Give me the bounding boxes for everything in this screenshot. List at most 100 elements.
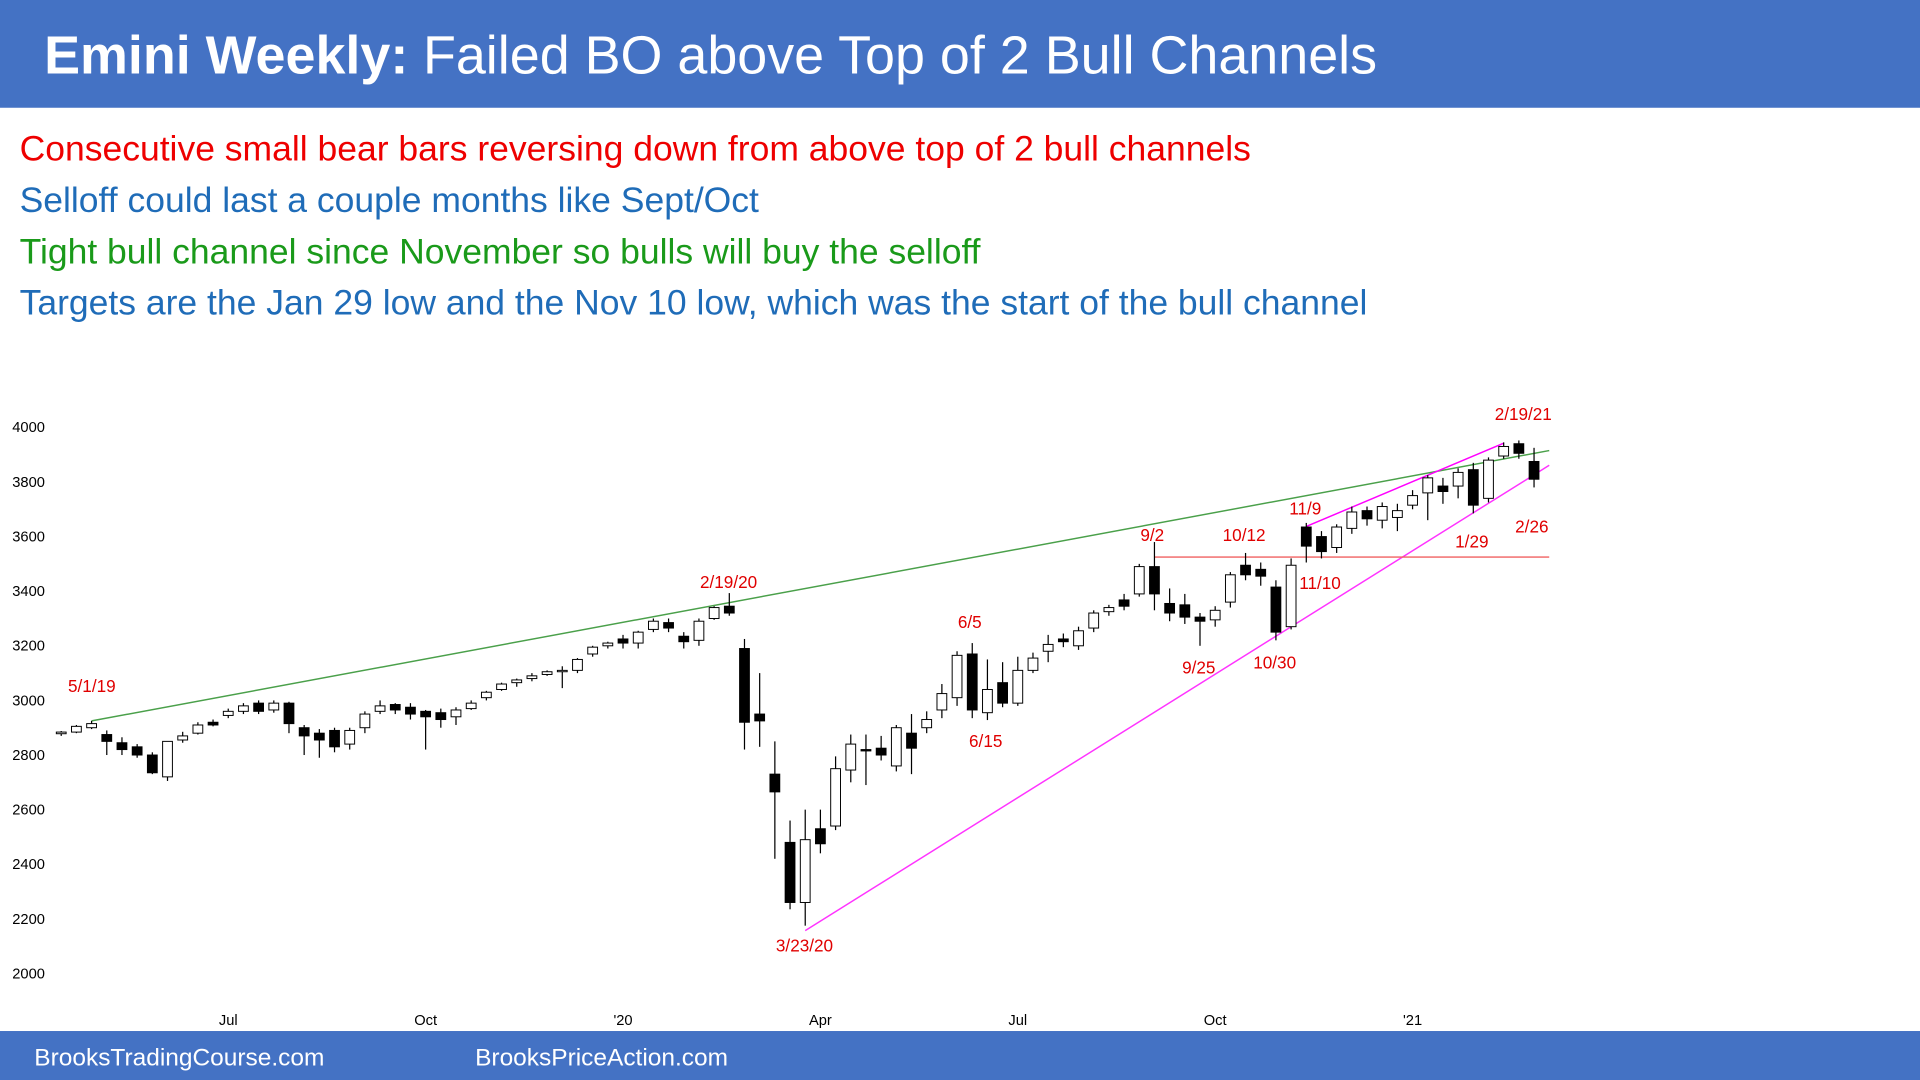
x-tick-label: '20 (613, 1013, 632, 1029)
candle-body (1483, 459, 1494, 499)
candle-body (1027, 657, 1039, 671)
candle-body (222, 710, 234, 716)
candle-body (1376, 506, 1388, 521)
candle-body (1407, 495, 1418, 506)
candle-body (238, 705, 249, 712)
x-tick-label: Jul (219, 1013, 238, 1029)
y-tick-label: 3800 (12, 475, 45, 491)
candle-body (329, 729, 340, 748)
candle-body (1057, 638, 1069, 643)
candle-body (1346, 511, 1358, 529)
y-tick-label: 2400 (12, 857, 45, 873)
y-tick-label: 3000 (12, 693, 45, 709)
candle-body (1209, 609, 1221, 621)
candle-body (951, 654, 963, 699)
candle-body (268, 702, 280, 711)
candle-body (1391, 510, 1403, 518)
annotation: 2/19/20 (700, 572, 757, 592)
candle-body (647, 620, 659, 630)
candle-body (678, 635, 690, 643)
candle-body (723, 605, 735, 614)
candle-body (192, 724, 204, 734)
trendline (804, 464, 1550, 932)
y-tick-label: 2000 (12, 966, 45, 982)
note: Targets are the Jan 29 low and the Nov 1… (20, 283, 1368, 323)
candle-body (313, 732, 325, 741)
candle-body (420, 710, 432, 718)
trendline (1306, 442, 1504, 528)
candle-body (890, 727, 902, 767)
candle-body (1042, 643, 1054, 652)
y-tick-label: 2600 (12, 803, 45, 819)
candle-body (799, 839, 811, 903)
footer-link: BrooksPriceAction.com (475, 1044, 728, 1071)
candle-body (1437, 485, 1449, 493)
candle-body (1194, 616, 1206, 622)
candle-body (1467, 469, 1479, 506)
candle-body (101, 734, 113, 742)
candle-body (1361, 510, 1373, 520)
candle-body (541, 671, 553, 675)
candle-body (1149, 566, 1160, 595)
candle-body (1285, 564, 1297, 628)
candle-body (1255, 568, 1267, 577)
candle-body (1498, 445, 1510, 457)
candle-body (1179, 604, 1191, 618)
footer-link: BrooksTradingCourse.com (34, 1044, 324, 1071)
candle-body (253, 702, 264, 712)
y-tick-label: 3200 (12, 639, 45, 655)
y-tick-label: 2200 (12, 912, 45, 928)
candle-body (663, 622, 674, 629)
candle-body (374, 705, 386, 712)
note: Consecutive small bear bars reversing do… (20, 128, 1251, 168)
candle-body (389, 704, 401, 711)
candle-body (845, 743, 857, 771)
annotation: 6/15 (969, 731, 1002, 751)
candle-body (572, 658, 583, 671)
candle-body (55, 731, 67, 735)
candle-body (344, 729, 356, 745)
candle-body (1513, 443, 1525, 454)
x-tick-label: Apr (809, 1013, 832, 1029)
candle-body (86, 723, 97, 729)
candle-body (556, 669, 568, 673)
candle-body (1452, 471, 1464, 487)
annotation: 5/1/19 (68, 676, 116, 696)
candle-body (1103, 607, 1115, 613)
note: Selloff could last a couple months like … (20, 180, 759, 220)
annotation: 6/5 (958, 612, 982, 632)
candle-body (207, 721, 219, 726)
x-tick-label: Oct (1204, 1013, 1227, 1029)
candle-body (146, 754, 158, 774)
x-tick-label: Jul (1008, 1013, 1027, 1029)
candle-body (283, 702, 295, 725)
candle-body (298, 727, 310, 737)
annotation: 10/12 (1223, 525, 1266, 545)
candle-body (435, 712, 447, 721)
candle-body (784, 841, 796, 903)
candle-body (830, 768, 841, 827)
x-tick-label: '21 (1403, 1013, 1422, 1029)
candle-body (815, 828, 826, 845)
candle-body (860, 749, 872, 752)
annotation: 9/2 (1140, 525, 1164, 545)
chart: 2000 2200 2400 2600 2800 3000 3200 3400 3600 3800… (12, 404, 1552, 1029)
annotation: 11/9 (1289, 498, 1321, 518)
y-tick-label: 4000 (12, 420, 45, 436)
candle-body (131, 746, 143, 756)
candle-body (1300, 526, 1312, 547)
candle-body (875, 747, 887, 756)
candle-body (587, 646, 599, 655)
candle-body (906, 732, 917, 749)
candle-body (1316, 536, 1327, 553)
candle-body (1331, 526, 1343, 548)
y-tick-label: 3600 (12, 529, 45, 545)
header-bar (0, 0, 1920, 108)
candle-body (1088, 612, 1100, 629)
candle-body (480, 691, 492, 699)
candle-body (1164, 602, 1176, 614)
candle-body (496, 683, 507, 690)
candle-body (1422, 477, 1434, 494)
candle-body (739, 648, 750, 723)
